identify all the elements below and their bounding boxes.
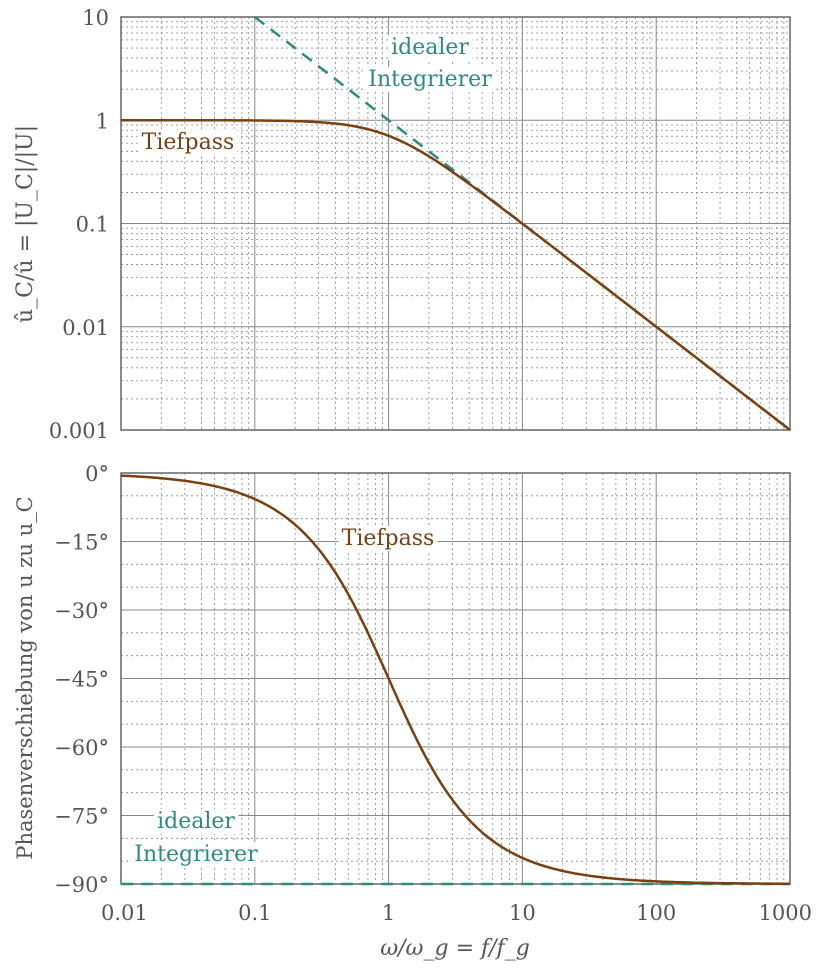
annotation-integrator-top: idealer bbox=[391, 35, 469, 60]
y-tick-label: −75° bbox=[54, 805, 109, 829]
annotation-integrator-top-bg bbox=[365, 67, 496, 92]
y-tick-label: 0.01 bbox=[62, 316, 109, 340]
y-tick-label: −60° bbox=[54, 736, 109, 760]
y-tick-label: −15° bbox=[54, 531, 109, 555]
y-tick-label: 0.001 bbox=[49, 419, 109, 443]
y-tick-label: −90° bbox=[54, 873, 109, 897]
y-tick-label: −30° bbox=[54, 599, 109, 623]
y-tick-label: 10 bbox=[82, 6, 109, 30]
x-tick-label: 1 bbox=[382, 901, 395, 925]
x-tick-label: 100 bbox=[636, 901, 676, 925]
annotation-integrator-bottom-bg bbox=[154, 809, 239, 834]
x-tick-label: 1000 bbox=[759, 901, 812, 925]
y-tick-label: 1 bbox=[96, 109, 109, 133]
annotation-integrator-bottom-bg bbox=[131, 842, 262, 867]
annotation-integrator-bottom: idealer bbox=[157, 809, 235, 834]
y-tick-label: 0° bbox=[85, 462, 109, 486]
annotation-integrator-top: Integrierer bbox=[368, 67, 492, 92]
annotation-tiefpass-top: Tiefpass bbox=[142, 130, 235, 155]
y-tick-label: 0.1 bbox=[76, 213, 109, 237]
y-axis-label-phase: Phasenverschiebung von u zu u_C bbox=[13, 496, 37, 859]
x-tick-label: 0.01 bbox=[101, 901, 148, 925]
x-tick-label: 0.1 bbox=[238, 901, 271, 925]
series-tiefpass-magnitude bbox=[121, 119, 791, 431]
plot-frame bbox=[120, 472, 791, 885]
y-axis-label-magnitude: û_C/û = |U_C|/|U| bbox=[13, 125, 38, 323]
x-tick-label: 10 bbox=[509, 901, 536, 925]
series-tiefpass-phase bbox=[120, 474, 790, 885]
annotation-tiefpass-top-bg bbox=[138, 130, 238, 155]
x-axis-label: ω/ω_g = f/f_g bbox=[380, 936, 530, 961]
y-tick-label: −45° bbox=[54, 668, 109, 692]
annotation-integrator-bottom: Integrierer bbox=[134, 842, 258, 867]
annotation-tiefpass-bottom: Tiefpass bbox=[342, 526, 435, 551]
plot-frame bbox=[120, 16, 791, 431]
annotation-tiefpass-bottom-bg bbox=[338, 526, 438, 551]
annotation-integrator-top-bg bbox=[388, 35, 473, 60]
